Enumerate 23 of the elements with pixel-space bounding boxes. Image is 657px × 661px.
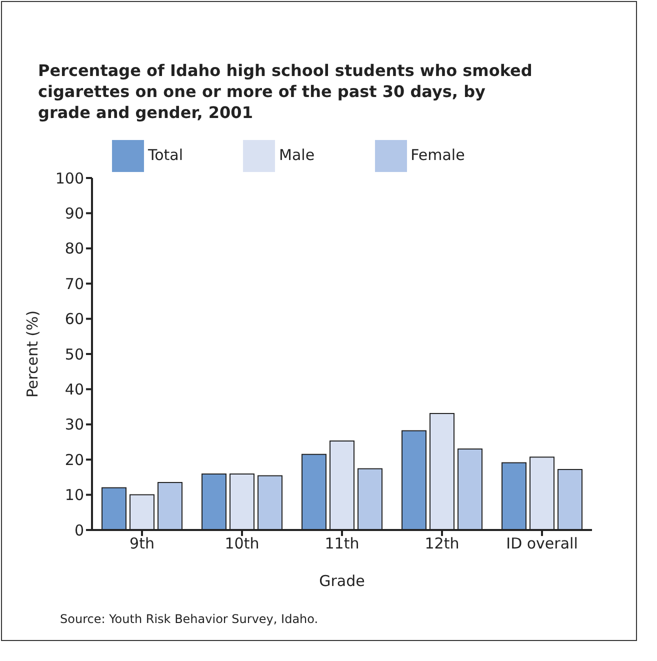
x-tick-label: 12th xyxy=(424,534,460,553)
x-tick-label: 11th xyxy=(324,534,360,553)
y-tick-label: 80 xyxy=(64,240,84,258)
y-tick-label: 30 xyxy=(64,416,84,434)
x-tick-label: 10th xyxy=(224,534,260,553)
y-tick-label: 0 xyxy=(74,521,84,540)
y-tick-label: 50 xyxy=(64,345,84,364)
y-tick-label: 10 xyxy=(64,486,84,504)
chart-title: Percentage of Idaho high school students who smoked cigarettes on one or more of the past 30 days, by grade and gender, 2001 xyxy=(38,60,534,123)
y-tick-label: 60 xyxy=(64,310,84,328)
legend-label: Total xyxy=(148,146,184,164)
y-tick-label: 100 xyxy=(55,169,84,188)
x-axis-title: Grade xyxy=(319,572,365,590)
y-tick-label: 70 xyxy=(64,274,84,293)
y-axis-title: Percent (%) xyxy=(23,310,42,398)
x-tick-label: ID overall xyxy=(506,534,578,553)
legend-label: Female xyxy=(410,146,465,164)
x-tick-label: 9th xyxy=(130,534,154,553)
legend-label: Male xyxy=(279,146,315,164)
y-tick-label: 40 xyxy=(64,380,84,399)
y-tick-label: 20 xyxy=(64,450,84,469)
y-tick-label: 90 xyxy=(64,204,84,223)
source-note: Source: Youth Risk Behavior Survey, Idaho. xyxy=(60,612,318,626)
